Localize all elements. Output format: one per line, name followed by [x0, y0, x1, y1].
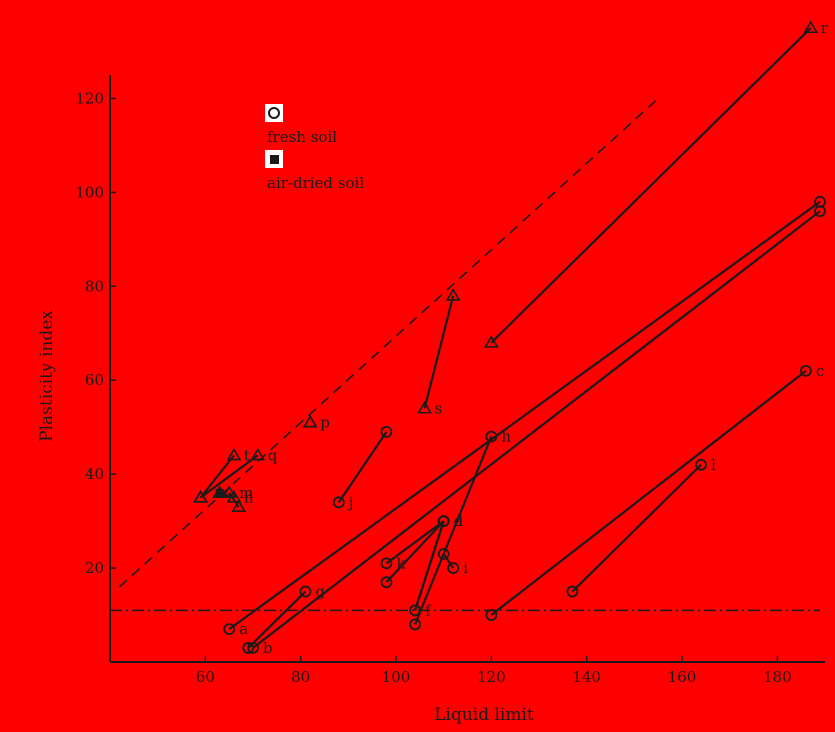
legend-dried-marker — [265, 150, 283, 168]
series-label-t: t — [244, 446, 250, 464]
y-tick-label: 60 — [85, 371, 104, 389]
series-h: h — [409, 428, 511, 631]
series-line-j — [337, 431, 388, 503]
series-label-p: p — [320, 414, 330, 432]
series-point-b — [814, 205, 826, 218]
series-line-s — [423, 295, 455, 409]
x-tick-label: 160 — [668, 668, 697, 686]
axes: 60 80 100 120 140 160 180 20 40 60 80 100 120 — [75, 75, 825, 686]
x-tick-label: 140 — [572, 668, 601, 686]
y-tick-label: 20 — [85, 559, 104, 577]
series-k: k — [380, 515, 450, 572]
y-tick-label: 100 — [75, 183, 104, 201]
series-label-s: s — [435, 399, 443, 417]
y-tick-label: 120 — [75, 89, 104, 107]
series-label-h: h — [501, 428, 511, 446]
series-point-l — [566, 585, 579, 598]
series-point-p — [302, 414, 318, 428]
series-g: g — [242, 583, 325, 654]
series-point-r — [803, 20, 819, 34]
series-label-r: r — [821, 19, 829, 37]
series-t: t — [193, 446, 250, 503]
series-point-s — [445, 288, 461, 301]
series-l: l — [566, 456, 716, 598]
series-point-l — [695, 458, 707, 471]
series-line-f — [414, 520, 445, 611]
y-axis-title: Plasticity index — [37, 310, 57, 442]
y-tick-label: 80 — [85, 277, 104, 295]
series-point-i — [447, 562, 460, 574]
series-point-m — [231, 499, 247, 513]
series-label-j: j — [347, 493, 354, 511]
x-tick-label: 100 — [382, 668, 411, 686]
series-label-k: k — [396, 554, 406, 572]
legend-dried-label: air-dried soil — [267, 174, 364, 192]
series-point-s — [417, 400, 432, 414]
series-label-b: b — [263, 639, 273, 657]
air-dried-point — [215, 488, 224, 497]
series-p: p — [302, 414, 330, 432]
x-tick-label: 120 — [477, 668, 506, 686]
series-point-r — [483, 335, 499, 348]
series-j: j — [332, 425, 393, 511]
series-line-g — [247, 590, 307, 649]
series-line-b — [252, 210, 821, 649]
series-point-c — [485, 609, 498, 621]
series-line-e — [385, 520, 445, 583]
series-label-g: g — [315, 583, 325, 601]
series-point-t — [193, 490, 208, 503]
series-point-a — [223, 623, 236, 636]
reference-line-1 — [119, 97, 659, 588]
series-line-c — [490, 369, 807, 616]
series-point-g — [299, 585, 312, 598]
series-line-t — [199, 454, 235, 499]
series-label-d: d — [454, 512, 464, 530]
series-point-e — [380, 576, 393, 589]
series-point-q — [250, 447, 266, 461]
series-label-f: f — [425, 601, 432, 619]
series-line-l — [571, 463, 702, 593]
series-point-n — [226, 490, 242, 503]
series-label-m: m — [239, 484, 253, 502]
series-point-k — [437, 515, 450, 528]
x-tick-label: 80 — [291, 668, 310, 686]
series-line-h — [414, 436, 493, 625]
series-point-h — [485, 430, 498, 443]
series-label-c: c — [816, 362, 824, 380]
series-label-a: a — [239, 620, 248, 638]
x-tick-label: 180 — [763, 668, 792, 686]
series-label-n: n — [244, 489, 254, 507]
series-point-i — [437, 548, 450, 560]
x-tick-label: 60 — [196, 668, 215, 686]
series-line-i — [442, 553, 455, 569]
series-s: s — [417, 288, 461, 417]
series-line-r — [490, 27, 812, 344]
legend-fresh-marker — [265, 104, 283, 122]
series-label-q: q — [268, 446, 278, 464]
x-axis-title: Liquid limit — [434, 705, 534, 725]
series-label-i: i — [463, 559, 468, 577]
series-point-c — [800, 364, 812, 377]
series-i: i — [437, 548, 468, 577]
series-point-j — [332, 496, 345, 509]
series-point-t — [226, 447, 242, 461]
reference-lines — [110, 97, 820, 612]
series-point-h — [409, 618, 421, 631]
series-c: c — [485, 362, 824, 621]
series-point-k — [380, 557, 393, 570]
y-tick-label: 40 — [85, 465, 104, 483]
series-point-g — [242, 642, 255, 654]
series-line-q — [199, 454, 259, 499]
series-line-k — [385, 520, 445, 565]
series-line-a — [228, 200, 821, 631]
series-point-j — [380, 425, 393, 438]
legend: fresh soil air-dried soil — [265, 104, 364, 192]
series-r: r — [483, 19, 829, 348]
series-label-l: l — [711, 456, 716, 474]
legend-fresh-label: fresh soil — [267, 128, 337, 146]
